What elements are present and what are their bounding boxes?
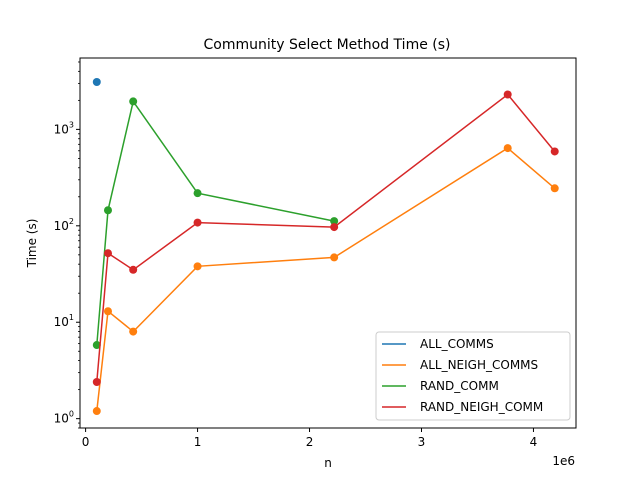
data-point-rand-neigh-comm [193, 218, 202, 227]
legend-label-rand-comm: RAND_COMM [420, 379, 499, 393]
x-tick-label: 4 [530, 435, 538, 449]
data-point-rand-comm [193, 189, 202, 198]
x-tick-label: 1 [194, 435, 202, 449]
y-tick-label: 102 [54, 217, 74, 233]
legend-label-all-neigh-comms: ALL_NEIGH_COMMS [420, 358, 538, 372]
legend: ALL_COMMS ALL_NEIGH_COMMS RAND_COMM RAND_NE… [375, 331, 571, 421]
x-tick-label: 3 [418, 435, 426, 449]
data-point-all-neigh-comms [129, 327, 138, 336]
data-point-rand-comm [103, 206, 112, 215]
data-point-rand-neigh-comm [330, 223, 339, 232]
data-point-rand-neigh-comm [550, 147, 559, 156]
data-point-all-neigh-comms [550, 184, 559, 193]
y-tick-label: 101 [54, 313, 74, 329]
data-point-all-neigh-comms [193, 262, 202, 271]
y-axis-label: Time (s) [25, 219, 39, 269]
y-axis: 100 101 102 103 [54, 61, 80, 429]
data-point-all-neigh-comms [503, 144, 512, 153]
y-tick-label: 103 [54, 120, 74, 136]
x-offset-label: 1e6 [552, 454, 575, 468]
data-point-rand-neigh-comm [103, 249, 112, 258]
legend-label-rand-neigh-comm: RAND_NEIGH_COMM [420, 400, 543, 414]
x-tick-label: 2 [306, 435, 314, 449]
data-point-rand-neigh-comm [92, 377, 101, 386]
data-point-all-neigh-comms [103, 307, 112, 316]
data-point-all-neigh-comms [92, 407, 101, 416]
plot-frame [79, 57, 577, 429]
data-point-rand-neigh-comm [503, 90, 512, 99]
legend-label-all-comms: ALL_COMMS [420, 337, 494, 351]
series-layer [92, 78, 559, 416]
data-point-all-comms [92, 78, 101, 87]
data-point-rand-neigh-comm [129, 265, 138, 274]
x-tick-label: 0 [82, 435, 90, 449]
legend-box [375, 331, 571, 421]
data-point-rand-comm [129, 97, 138, 106]
x-axis-label: n [324, 456, 332, 470]
x-axis: 0 1 2 3 4 [82, 428, 537, 449]
data-point-rand-comm [330, 217, 339, 226]
y-tick-label: 100 [54, 410, 74, 426]
data-point-rand-comm [92, 341, 101, 350]
data-point-all-neigh-comms [330, 253, 339, 262]
chart-title: Community Select Method Time (s) [203, 37, 450, 53]
